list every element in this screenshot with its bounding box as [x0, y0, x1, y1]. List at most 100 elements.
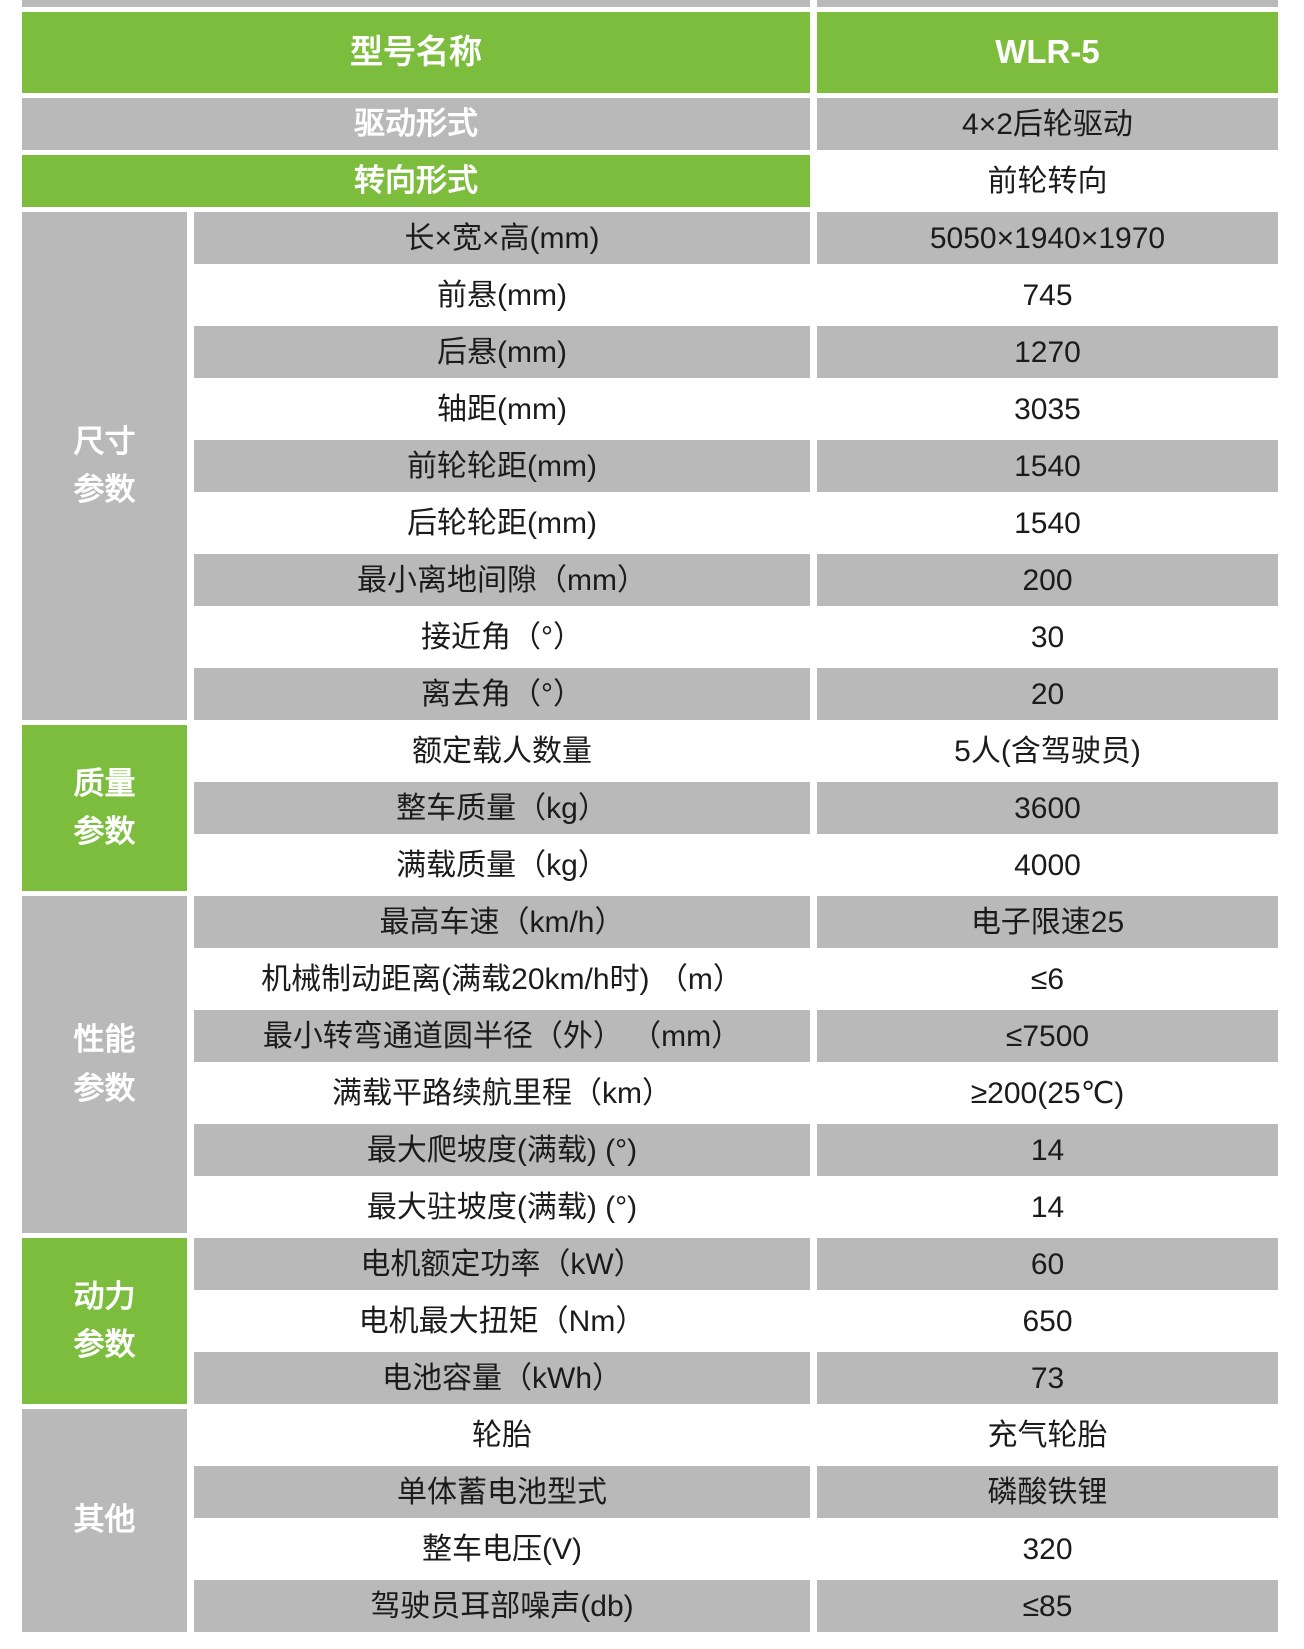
row-value-cell: 充气轮胎 [817, 1409, 1278, 1461]
table-row: 机械制动距离(满载20km/h时) （m） ≤6 [22, 953, 1278, 1005]
row-label-cell: 整车电压(V) [194, 1523, 810, 1575]
table-row: 最小离地间隙（mm） 200 [22, 554, 1278, 606]
row-value-cell: 3035 [817, 383, 1278, 435]
row-label-cell: 最大爬坡度(满载) (°) [194, 1124, 810, 1176]
group-label-line: 性能 [73, 1022, 136, 1058]
table-row: 离去角（°） 20 [22, 668, 1278, 720]
table-row: 后轮轮距(mm) 1540 [22, 497, 1278, 549]
table-row: 最大爬坡度(满载) (°) 14 [22, 1124, 1278, 1176]
row-value-cell: 电子限速25 [817, 896, 1278, 948]
row-value-cell: 30 [817, 611, 1278, 663]
row-value-cell: 14 [817, 1181, 1278, 1233]
table-row: 电池容量（kWh） 73 [22, 1352, 1278, 1404]
table-row: 驱动形式 4×2后轮驱动 [22, 98, 1278, 150]
row-value-cell: 320 [817, 1523, 1278, 1575]
row-value-cell: 745 [817, 269, 1278, 321]
table-row: 接近角（°） 30 [22, 611, 1278, 663]
row-value-cell: ≥200(25℃) [817, 1067, 1278, 1119]
row-label-cell: 电机最大扭矩（Nm） [194, 1295, 810, 1347]
cutoff-left-cell [22, 0, 810, 7]
row-label-cell: 驾驶员耳部噪声(db) [194, 1580, 810, 1632]
table-row: 最大驻坡度(满载) (°) 14 [22, 1181, 1278, 1233]
row-value-cell: 1540 [817, 497, 1278, 549]
table-row: 后悬(mm) 1270 [22, 326, 1278, 378]
table-row: 尺寸 参数 长×宽×高(mm) 5050×1940×1970 [22, 212, 1278, 720]
cutoff-row [22, 0, 1278, 7]
row-label-cell: 满载平路续航里程（km） [194, 1067, 810, 1119]
page: 型号名称 WLR-5 驱动形式 4×2后轮驱动 转向形式 前轮转向 尺寸 参数 长×宽×高(mm… [15, 0, 1285, 1637]
row-value-cell: ≤85 [817, 1580, 1278, 1632]
table-row: 电机最大扭矩（Nm） 650 [22, 1295, 1278, 1347]
row-value-cell: 前轮转向 [817, 155, 1278, 207]
group-header-cell: 其他 [22, 1409, 187, 1632]
row-label-cell: 整车质量（kg） [194, 782, 810, 834]
row-label-cell: 电机额定功率（kW） [194, 1238, 810, 1290]
row-value-cell: 3600 [817, 782, 1278, 834]
table-row: 驾驶员耳部噪声(db) ≤85 [22, 1580, 1278, 1632]
row-value-cell: 60 [817, 1238, 1278, 1290]
table-row: 整车质量（kg） 3600 [22, 782, 1278, 834]
row-value-cell: 1540 [817, 440, 1278, 492]
table-row: 前悬(mm) 745 [22, 269, 1278, 321]
row-label-cell: 最高车速（km/h） [194, 896, 810, 948]
group-label-line: 尺寸 [73, 423, 136, 459]
row-value-cell: ≤7500 [817, 1010, 1278, 1062]
group-label-line: 参数 [73, 1070, 136, 1106]
row-label-cell: 后轮轮距(mm) [194, 497, 810, 549]
row-label-cell: 长×宽×高(mm) [194, 212, 810, 264]
table-row: 其他 轮胎 充气轮胎 [22, 1409, 1278, 1632]
row-label-cell: 前悬(mm) [194, 269, 810, 321]
row-label-cell: 电池容量（kWh） [194, 1352, 810, 1404]
row-label-cell: 机械制动距离(满载20km/h时) （m） [194, 953, 810, 1005]
table-row: 单体蓄电池型式 磷酸铁锂 [22, 1466, 1278, 1518]
row-label-cell: 接近角（°） [194, 611, 810, 663]
group-label-line: 参数 [73, 472, 136, 507]
row-value-cell: 4×2后轮驱动 [817, 98, 1278, 150]
row-label-cell: 额定载人数量 [194, 725, 810, 777]
row-value-cell: 5人(含驾驶员) [817, 725, 1278, 777]
table-row: 整车电压(V) 320 [22, 1523, 1278, 1575]
row-label-cell: 前轮轮距(mm) [194, 440, 810, 492]
group-label-line: 其他 [73, 1502, 136, 1538]
row-label-cell: 轴距(mm) [194, 383, 810, 435]
row-label-cell: 驱动形式 [22, 98, 810, 150]
spec-table: 型号名称 WLR-5 驱动形式 4×2后轮驱动 转向形式 前轮转向 尺寸 参数 长×宽×高(mm… [15, 0, 1285, 1637]
row-value-cell: 14 [817, 1124, 1278, 1176]
row-label-cell: 后悬(mm) [194, 326, 810, 378]
table-row: 动力 参数 电机额定功率（kW） 60 [22, 1238, 1278, 1404]
row-value-cell: 73 [817, 1352, 1278, 1404]
row-label-cell: 满载质量（kg） [194, 839, 810, 891]
table-row: 满载质量（kg） 4000 [22, 839, 1278, 891]
table-row: 最小转弯通道圆半径（外） （mm） ≤7500 [22, 1010, 1278, 1062]
table-row: 性能 参数 最高车速（km/h） 电子限速25 [22, 896, 1278, 1233]
group-label-line: 参数 [73, 814, 136, 849]
row-value-cell: 1270 [817, 326, 1278, 378]
row-label-cell: 单体蓄电池型式 [194, 1466, 810, 1518]
row-value-cell: 200 [817, 554, 1278, 606]
group-header-cell: 性能 参数 [22, 896, 187, 1233]
group-label-line: 参数 [73, 1327, 136, 1362]
table-row: 质量 参数 额定载人数量 5人(含驾驶员) [22, 725, 1278, 891]
group-label-line: 质量 [73, 765, 136, 801]
table-row: 转向形式 前轮转向 [22, 155, 1278, 207]
group-header-cell: 动力 参数 [22, 1238, 187, 1404]
group-header-cell: 尺寸 参数 [22, 212, 187, 720]
group-label-line: 动力 [73, 1278, 136, 1314]
row-label-cell: 最大驻坡度(满载) (°) [194, 1181, 810, 1233]
table-row: 前轮轮距(mm) 1540 [22, 440, 1278, 492]
spec-table-body: 型号名称 WLR-5 驱动形式 4×2后轮驱动 转向形式 前轮转向 尺寸 参数 长×宽×高(mm… [22, 0, 1278, 1632]
model-value-cell: WLR-5 [817, 12, 1278, 93]
row-value-cell: 5050×1940×1970 [817, 212, 1278, 264]
row-value-cell: 650 [817, 1295, 1278, 1347]
row-value-cell: 磷酸铁锂 [817, 1466, 1278, 1518]
header-row: 型号名称 WLR-5 [22, 12, 1278, 93]
table-row: 满载平路续航里程（km） ≥200(25℃) [22, 1067, 1278, 1119]
model-name-header-cell: 型号名称 [22, 12, 810, 93]
row-label-cell: 轮胎 [194, 1409, 810, 1461]
row-label-cell: 转向形式 [22, 155, 810, 207]
row-value-cell: 20 [817, 668, 1278, 720]
group-header-cell: 质量 参数 [22, 725, 187, 891]
row-value-cell: 4000 [817, 839, 1278, 891]
row-label-cell: 离去角（°） [194, 668, 810, 720]
row-label-cell: 最小离地间隙（mm） [194, 554, 810, 606]
